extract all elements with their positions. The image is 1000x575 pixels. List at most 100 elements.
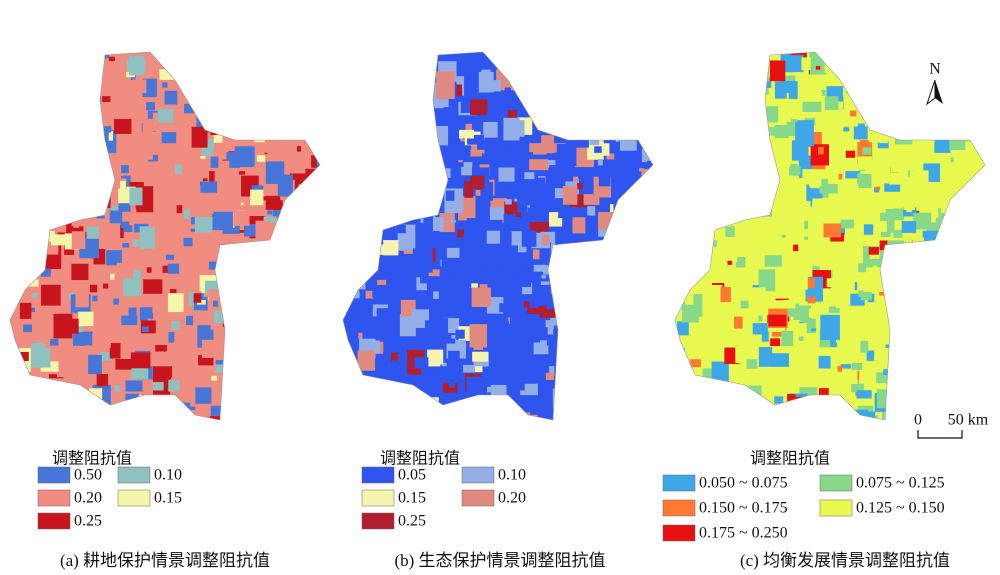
land-patch: [61, 124, 79, 142]
land-patch: [746, 425, 754, 431]
land-patch: [355, 306, 362, 311]
land-patch: [958, 111, 964, 116]
land-patch: [211, 375, 218, 381]
land-patch: [675, 389, 681, 406]
land-patch: [344, 205, 359, 223]
land-patch: [713, 391, 733, 416]
land-patch: [798, 336, 804, 341]
land-patch: [875, 177, 884, 187]
land-patch: [265, 195, 283, 210]
land-patch: [40, 125, 57, 141]
arrow-left: [926, 79, 936, 106]
land-patch: [942, 373, 962, 385]
land-patch: [448, 350, 460, 367]
land-patch: [369, 52, 389, 69]
land-patch: [110, 307, 119, 320]
land-patch: [323, 91, 337, 100]
land-patch: [902, 119, 921, 135]
land-patch: [725, 226, 735, 238]
land-patch: [94, 131, 114, 141]
land-patch: [973, 110, 978, 118]
panel-caption: (a) 耕地保护情景调整阻抗值: [60, 551, 270, 570]
land-patch: [901, 221, 917, 233]
land-patch: [11, 392, 31, 405]
land-patch: [939, 156, 951, 164]
land-patch: [576, 117, 590, 136]
land-patch: [685, 209, 700, 225]
land-patch: [689, 96, 704, 107]
land-patch: [561, 334, 569, 342]
land-patch: [195, 162, 210, 182]
land-patch: [981, 80, 985, 98]
land-patch: [795, 120, 814, 147]
land-patch: [236, 94, 251, 111]
land-patch: [698, 423, 705, 432]
land-patch: [356, 228, 364, 234]
land-patch: [734, 185, 747, 201]
land-patch: [407, 156, 425, 171]
land-patch: [611, 249, 619, 258]
land-patch: [279, 304, 297, 326]
land-patch: [676, 185, 692, 198]
land-patch: [306, 188, 315, 193]
land-patch: [190, 228, 196, 232]
land-patch: [488, 218, 495, 224]
land-patch: [72, 394, 78, 398]
land-patch: [889, 248, 907, 272]
land-patch: [14, 397, 34, 410]
land-patch: [590, 277, 605, 290]
land-patch: [676, 78, 682, 85]
land-patch: [744, 385, 762, 400]
land-patch: [450, 219, 456, 223]
land-patch: [268, 412, 277, 420]
land-patch: [362, 257, 370, 264]
land-patch: [69, 53, 90, 68]
land-patch: [377, 279, 387, 289]
land-patch: [120, 335, 138, 344]
land-patch: [600, 278, 615, 295]
land-patch: [299, 234, 312, 245]
land-patch: [586, 114, 605, 127]
land-patch: [557, 311, 577, 327]
land-patch: [258, 313, 276, 332]
land-patch: [146, 267, 152, 273]
land-patch: [70, 119, 81, 126]
land-patch: [602, 102, 617, 121]
land-patch: [171, 393, 187, 402]
land-patch: [343, 145, 357, 158]
land-patch: [139, 226, 155, 249]
land-patch: [640, 52, 653, 60]
land-patch: [788, 55, 804, 73]
land-patch: [73, 221, 79, 228]
land-patch: [43, 408, 50, 417]
land-patch: [227, 286, 236, 297]
land-patch: [286, 361, 305, 374]
legend-swatch: [361, 466, 395, 484]
land-patch: [555, 52, 567, 66]
land-patch: [188, 104, 205, 113]
land-patch: [747, 421, 757, 435]
land-patch: [724, 194, 737, 211]
land-patch: [681, 145, 696, 159]
land-patch: [109, 342, 121, 359]
land-patch: [206, 112, 214, 119]
land-patch: [152, 425, 160, 433]
land-patch: [959, 243, 980, 273]
land-patch: [989, 184, 1000, 205]
land-patch: [884, 152, 893, 163]
land-patch: [270, 257, 287, 280]
land-patch: [105, 426, 122, 442]
land-patch: [259, 319, 279, 347]
land-patch: [195, 291, 202, 295]
land-patch: [353, 57, 367, 71]
land-patch: [906, 204, 912, 213]
land-patch: [951, 313, 969, 323]
land-patch: [510, 317, 519, 327]
land-patch: [463, 364, 476, 373]
legend-swatch: [37, 489, 71, 507]
land-patch: [630, 423, 645, 438]
land-patch: [59, 169, 65, 173]
land-patch: [868, 94, 880, 102]
land-patch: [300, 176, 319, 197]
land-patch: [893, 159, 900, 166]
